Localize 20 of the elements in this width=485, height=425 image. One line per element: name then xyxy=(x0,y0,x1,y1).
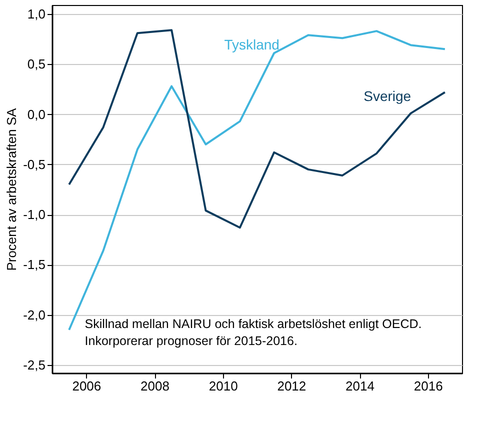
series-label: Sverige xyxy=(364,88,412,104)
x-tick-label: 2006 xyxy=(72,378,102,394)
series-label: Tyskland xyxy=(224,36,280,52)
x-tick-label: 2016 xyxy=(414,378,443,394)
line-series xyxy=(68,30,446,331)
x-tick-label: 2008 xyxy=(140,378,170,394)
y-tick-label: -1,0 xyxy=(23,207,46,222)
y-tick-label: -2,5 xyxy=(23,357,46,372)
x-tick-label: 2014 xyxy=(346,378,374,394)
y-tick-label: 1,0 xyxy=(27,6,46,22)
line-series xyxy=(68,29,446,229)
y-tick-label: 0,0 xyxy=(27,106,46,122)
y-tick-label: -1,5 xyxy=(23,257,46,272)
y-tick-label: -0,5 xyxy=(23,156,46,172)
y-axis-title: Procent av arbetskraften SA xyxy=(4,108,20,271)
x-tick-label: 2010 xyxy=(208,378,238,394)
y-tick-label: -2,0 xyxy=(23,307,46,322)
x-tick-label: 2012 xyxy=(277,378,306,394)
annotation: Skillnad mellan NAIRU och faktisk arbetslöshet enligt OECD. Inkorporerar prognoser för 2015-2016. xyxy=(84,316,422,348)
y-tick-label: 0,5 xyxy=(27,56,46,72)
